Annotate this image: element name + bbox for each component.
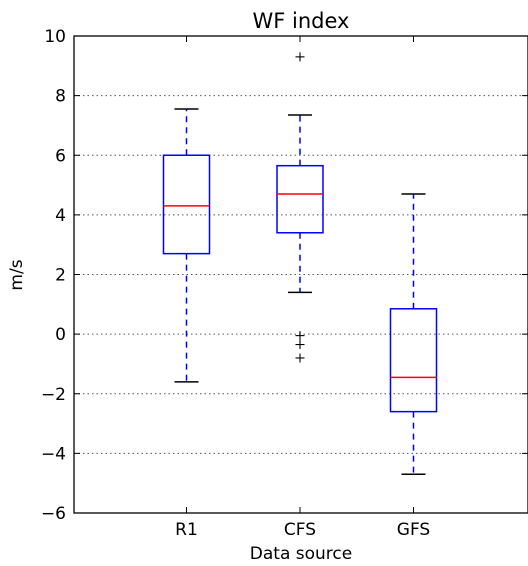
x-axis-label: Data source	[250, 544, 352, 564]
chart-title: WF index	[253, 9, 350, 33]
box-gfs	[389, 193, 438, 475]
outlier-marker	[295, 353, 305, 363]
plot-frame	[73, 35, 528, 514]
iqr-box	[162, 154, 211, 255]
outlier-marker	[295, 340, 305, 350]
axis-ticks: 10 8 6 4 2 0 −2 −4 −6 R1 CFS GFS	[41, 27, 528, 540]
y-tick-label: 0	[55, 325, 66, 345]
x-tick-label: R1	[175, 520, 198, 540]
x-tick-label: GFS	[397, 520, 430, 540]
box-r1	[162, 108, 211, 383]
y-tick-label: −4	[41, 444, 66, 464]
x-tick-label: CFS	[284, 520, 316, 540]
y-tick-label: −6	[41, 504, 66, 524]
y-tick-label: −2	[41, 385, 66, 405]
box-cfs	[276, 52, 324, 363]
gridlines	[74, 95, 528, 454]
y-tick-label: 2	[55, 266, 66, 286]
iqr-box	[276, 164, 324, 234]
y-tick-label: 10	[44, 27, 66, 47]
y-tick-label: 6	[55, 146, 66, 166]
outlier-marker	[295, 331, 305, 341]
boxes	[162, 52, 438, 475]
y-tick-label: 8	[55, 87, 66, 107]
outlier-marker	[295, 52, 305, 62]
y-tick-label: 4	[55, 206, 66, 226]
y-axis-label: m/s	[7, 259, 27, 290]
iqr-box	[389, 308, 438, 413]
